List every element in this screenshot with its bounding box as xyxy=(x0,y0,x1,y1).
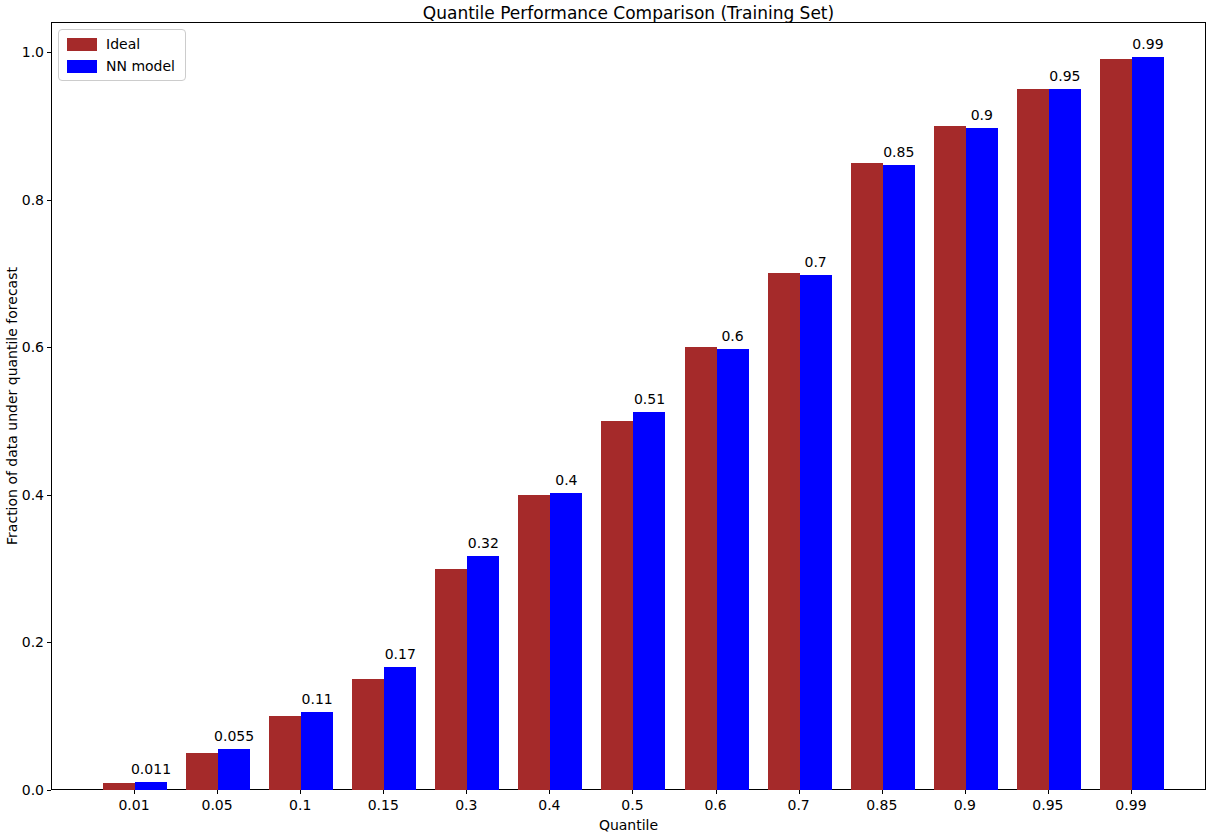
bar-ideal-0.5 xyxy=(601,421,633,790)
bar-value-label-0.1: 0.11 xyxy=(302,691,333,707)
x-tick-0.05 xyxy=(217,790,218,794)
bar-ideal-0.9 xyxy=(934,126,966,790)
bar-value-label-0.6: 0.6 xyxy=(721,328,743,344)
y-tick-label-0.8: 0.8 xyxy=(0,192,44,208)
bar-nn-model-0.99 xyxy=(1132,57,1164,790)
legend-item-nn-model: NN model xyxy=(67,58,175,74)
bar-nn-model-0.6 xyxy=(717,349,749,790)
bar-nn-model-0.15 xyxy=(384,667,416,790)
x-tick-label-0.3: 0.3 xyxy=(455,797,477,813)
x-tick-label-0.95: 0.95 xyxy=(1032,797,1063,813)
bar-value-label-0.05: 0.055 xyxy=(214,728,254,744)
x-tick-0.5 xyxy=(632,790,633,794)
bar-ideal-0.01 xyxy=(103,783,135,790)
y-tick-label-0.4: 0.4 xyxy=(0,487,44,503)
x-tick-0.7 xyxy=(799,790,800,794)
x-tick-label-0.05: 0.05 xyxy=(201,797,232,813)
x-tick-0.9 xyxy=(965,790,966,794)
bar-ideal-0.05 xyxy=(186,753,218,790)
bar-value-label-0.01: 0.011 xyxy=(131,761,171,777)
bar-nn-model-0.85 xyxy=(883,165,915,790)
legend-label-nn-model: NN model xyxy=(106,58,175,74)
figure: Quantile Performance Comparison (Trainin… xyxy=(0,0,1213,835)
bar-ideal-0.1 xyxy=(269,716,301,790)
y-tick-0.2 xyxy=(47,642,51,643)
bar-nn-model-0.5 xyxy=(633,412,665,790)
y-tick-0.4 xyxy=(47,495,51,496)
x-tick-label-0.9: 0.9 xyxy=(954,797,976,813)
y-tick-label-0.2: 0.2 xyxy=(0,634,44,650)
bar-nn-model-0.9 xyxy=(966,128,998,790)
bar-value-label-0.9: 0.9 xyxy=(971,107,993,123)
bar-ideal-0.4 xyxy=(518,495,550,790)
bar-nn-model-0.1 xyxy=(301,712,333,790)
legend-swatch-nn-model xyxy=(67,60,97,73)
bar-nn-model-0.4 xyxy=(550,493,582,790)
y-tick-label-0.6: 0.6 xyxy=(0,339,44,355)
bar-ideal-0.7 xyxy=(768,273,800,790)
bar-nn-model-0.3 xyxy=(467,556,499,790)
y-tick-0.8 xyxy=(47,200,51,201)
x-tick-label-0.01: 0.01 xyxy=(118,797,149,813)
bar-value-label-0.7: 0.7 xyxy=(804,254,826,270)
x-axis-label: Quantile xyxy=(51,817,1206,833)
y-tick-1.0 xyxy=(47,52,51,53)
plot-area: Ideal NN model 0.011 0.055 0.11 0.17 0.32 0.4… xyxy=(51,22,1206,790)
x-tick-label-0.15: 0.15 xyxy=(368,797,399,813)
bar-ideal-0.95 xyxy=(1017,89,1049,790)
x-tick-label-0.5: 0.5 xyxy=(621,797,643,813)
bar-value-label-0.4: 0.4 xyxy=(555,472,577,488)
bar-ideal-0.15 xyxy=(352,679,384,790)
bar-value-label-0.5: 0.51 xyxy=(634,391,665,407)
legend-item-ideal: Ideal xyxy=(67,36,175,52)
bar-value-label-0.15: 0.17 xyxy=(385,646,416,662)
bar-ideal-0.99 xyxy=(1100,59,1132,790)
y-tick-label-1.0: 1.0 xyxy=(0,44,44,60)
bar-value-label-0.85: 0.85 xyxy=(883,144,914,160)
x-tick-0.85 xyxy=(882,790,883,794)
bar-nn-model-0.7 xyxy=(800,275,832,790)
x-tick-0.15 xyxy=(383,790,384,794)
bar-value-label-0.3: 0.32 xyxy=(468,535,499,551)
bar-value-label-0.99: 0.99 xyxy=(1132,36,1163,52)
x-tick-0.99 xyxy=(1131,790,1132,794)
x-tick-label-0.6: 0.6 xyxy=(704,797,726,813)
bar-nn-model-0.05 xyxy=(218,749,250,790)
y-axis-label: Fraction of data under quantile forecast xyxy=(4,267,20,545)
x-tick-label-0.1: 0.1 xyxy=(289,797,311,813)
x-tick-0.1 xyxy=(300,790,301,794)
x-tick-label-0.4: 0.4 xyxy=(538,797,560,813)
y-tick-label-0.0: 0.0 xyxy=(0,782,44,798)
bar-ideal-0.3 xyxy=(435,569,467,790)
chart-title: Quantile Performance Comparison (Trainin… xyxy=(51,3,1206,23)
legend-label-ideal: Ideal xyxy=(106,36,140,52)
legend: Ideal NN model xyxy=(58,29,186,81)
x-tick-0.6 xyxy=(716,790,717,794)
bar-nn-model-0.01 xyxy=(135,782,167,790)
x-tick-0.01 xyxy=(134,790,135,794)
x-tick-0.95 xyxy=(1048,790,1049,794)
x-tick-label-0.99: 0.99 xyxy=(1115,797,1146,813)
bar-value-label-0.95: 0.95 xyxy=(1049,68,1080,84)
y-tick-0.6 xyxy=(47,347,51,348)
legend-swatch-ideal xyxy=(67,38,97,51)
bar-ideal-0.85 xyxy=(851,163,883,790)
x-tick-0.4 xyxy=(549,790,550,794)
bar-ideal-0.6 xyxy=(685,347,717,790)
bar-nn-model-0.95 xyxy=(1049,89,1081,790)
y-tick-0.0 xyxy=(47,790,51,791)
x-tick-0.3 xyxy=(466,790,467,794)
x-tick-label-0.7: 0.7 xyxy=(787,797,809,813)
x-tick-label-0.85: 0.85 xyxy=(866,797,897,813)
